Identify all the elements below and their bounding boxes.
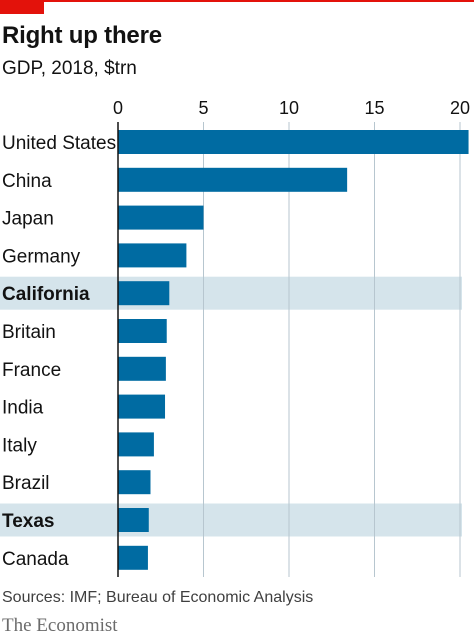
highlight-band [0, 276, 462, 310]
category-label: Germany [2, 246, 81, 267]
bar [118, 470, 151, 495]
brand-logo: The Economist [2, 615, 118, 636]
red-tag [0, 0, 44, 14]
bar [118, 432, 154, 457]
x-tick-label: 20 [450, 98, 470, 118]
bar-chart: 0 5 10 15 20 United States China Japan Germany Ca… [0, 98, 470, 577]
chart-subtitle: GDP, 2018, $trn [2, 58, 137, 79]
bar [118, 243, 187, 268]
bar [118, 130, 469, 154]
bar [118, 167, 348, 192]
x-tick-label: 0 [113, 98, 123, 118]
source-note: Sources: IMF; Bureau of Economic Analysi… [2, 589, 314, 606]
bar [118, 205, 204, 230]
category-label: France [2, 360, 61, 381]
category-label: California [2, 284, 90, 305]
bar [118, 394, 166, 419]
bar [118, 281, 170, 306]
category-label: Brazil [2, 473, 50, 494]
bar [118, 356, 166, 381]
category-label: China [2, 171, 52, 192]
x-tick-label: 15 [364, 98, 384, 118]
category-label: Britain [2, 322, 56, 343]
bar [118, 545, 148, 570]
chart-title: Right up there [2, 22, 162, 49]
category-label: Japan [2, 209, 54, 230]
category-label: United States [2, 133, 116, 154]
x-tick-label: 10 [279, 98, 299, 118]
bar [118, 508, 149, 532]
category-label: Italy [2, 435, 37, 456]
bar [118, 319, 167, 343]
category-label: Canada [2, 549, 69, 570]
category-label: Texas [2, 511, 54, 532]
top-accent-rule [0, 0, 474, 2]
x-tick-label: 5 [198, 98, 208, 118]
category-label: India [2, 398, 44, 419]
highlight-band [0, 503, 462, 537]
